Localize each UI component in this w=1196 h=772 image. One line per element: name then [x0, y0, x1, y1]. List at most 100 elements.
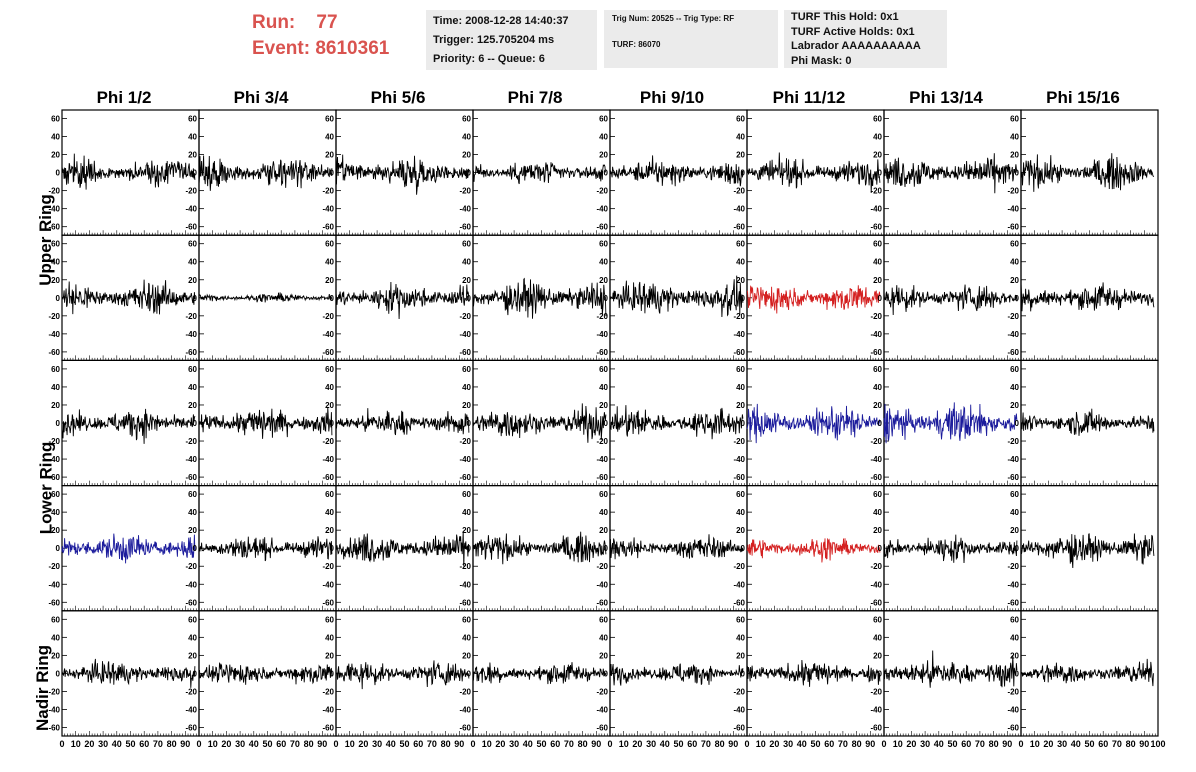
- y-tick-label: 60: [736, 490, 745, 499]
- y-tick-label: 20: [462, 526, 471, 535]
- y-tick-label: -40: [870, 330, 882, 339]
- y-tick-label: -20: [596, 687, 608, 696]
- y-tick-label: 0: [56, 419, 61, 428]
- y-tick-label: -40: [596, 205, 608, 214]
- y-tick-label: 60: [51, 490, 60, 499]
- y-tick-label: 0: [1015, 544, 1020, 553]
- y-tick-label: -40: [459, 580, 471, 589]
- y-tick-label: -20: [459, 437, 471, 446]
- y-tick-label: -60: [870, 723, 882, 732]
- y-tick-label: -20: [733, 312, 745, 321]
- y-tick-label: 0: [604, 669, 609, 678]
- waveform-line: [472, 162, 606, 185]
- y-tick-label: 20: [325, 651, 334, 660]
- y-tick-label: -40: [596, 455, 608, 464]
- y-tick-label: 0: [741, 294, 746, 303]
- y-tick-label: -40: [870, 705, 882, 714]
- x-tick-label: 80: [715, 739, 725, 749]
- y-tick-label: 60: [599, 365, 608, 374]
- y-tick-label: 60: [188, 365, 197, 374]
- y-tick-label: 60: [1010, 115, 1019, 124]
- y-tick-label: 40: [599, 383, 608, 392]
- y-tick-label: 60: [1010, 490, 1019, 499]
- waveform-line: [335, 408, 470, 436]
- x-tick-label: 70: [290, 739, 300, 749]
- x-tick-label: 50: [673, 739, 683, 749]
- x-tick-label: 90: [1002, 739, 1012, 749]
- x-tick-label: 70: [1112, 739, 1122, 749]
- y-tick-label: -60: [459, 598, 471, 607]
- waveform-line: [61, 153, 196, 190]
- y-tick-label: -60: [48, 223, 60, 232]
- x-tick-label: 90: [1139, 739, 1149, 749]
- y-tick-label: -60: [459, 473, 471, 482]
- y-tick-label: -40: [733, 705, 745, 714]
- y-tick-label: -20: [185, 187, 197, 196]
- x-tick-label: 80: [167, 739, 177, 749]
- y-tick-label: 40: [462, 133, 471, 142]
- y-tick-label: -60: [185, 598, 197, 607]
- waveform-line: [883, 534, 1018, 564]
- y-tick-label: 60: [736, 365, 745, 374]
- y-tick-label: 0: [330, 294, 335, 303]
- x-tick-label: 40: [249, 739, 259, 749]
- waveform-line: [1020, 658, 1155, 687]
- waveform-line: [609, 663, 744, 686]
- y-tick-label: 40: [736, 633, 745, 642]
- x-tick-label: 30: [98, 739, 108, 749]
- x-tick-label: 0: [607, 739, 612, 749]
- y-tick-label: 0: [604, 544, 609, 553]
- waveform-line: [1020, 408, 1155, 436]
- y-tick-label: -20: [733, 687, 745, 696]
- y-tick-label: 40: [462, 508, 471, 517]
- waveform-line: [198, 155, 333, 191]
- y-tick-label: -60: [596, 598, 608, 607]
- x-tick-label: 30: [783, 739, 793, 749]
- y-tick-label: 60: [51, 365, 60, 374]
- y-tick-label: -20: [185, 437, 197, 446]
- x-tick-label: 90: [180, 739, 190, 749]
- y-tick-label: -40: [1007, 580, 1019, 589]
- y-tick-label: -40: [1007, 705, 1019, 714]
- y-tick-label: 60: [736, 240, 745, 249]
- x-tick-label: 10: [1030, 739, 1040, 749]
- y-tick-label: 0: [604, 169, 609, 178]
- y-tick-label: -20: [322, 437, 334, 446]
- y-tick-label: 20: [462, 276, 471, 285]
- y-tick-label: -20: [48, 437, 60, 446]
- y-tick-label: -20: [322, 562, 334, 571]
- y-tick-label: -20: [459, 312, 471, 321]
- y-tick-label: -20: [459, 187, 471, 196]
- waveform-line: [883, 284, 1018, 316]
- y-tick-label: 40: [325, 383, 334, 392]
- trig-num-text: Trig Num: 20525 -- Trig Type: RF: [612, 14, 735, 23]
- y-tick-label: -40: [322, 205, 334, 214]
- x-tick-label: 70: [701, 739, 711, 749]
- y-tick-label: -20: [48, 562, 60, 571]
- y-tick-label: 60: [188, 615, 197, 624]
- waveform-line: [335, 281, 470, 320]
- x-tick-label: 0: [470, 739, 475, 749]
- y-tick-label: 20: [873, 276, 882, 285]
- waveform-line: [61, 279, 196, 315]
- y-tick-label: 60: [325, 490, 334, 499]
- y-tick-label: 0: [193, 669, 198, 678]
- y-tick-label: -40: [48, 330, 60, 339]
- x-tick-label: 60: [961, 739, 971, 749]
- y-tick-label: -40: [459, 205, 471, 214]
- x-tick-label: 60: [139, 739, 149, 749]
- y-tick-label: 40: [599, 508, 608, 517]
- y-tick-label: 0: [193, 419, 198, 428]
- x-tick-label: 20: [769, 739, 779, 749]
- y-tick-label: 40: [325, 508, 334, 517]
- y-tick-label: 40: [599, 258, 608, 267]
- waveform-line: [746, 152, 881, 194]
- y-tick-label: -20: [185, 687, 197, 696]
- event-value: 8610361: [315, 38, 390, 59]
- waveform-line: [198, 292, 333, 303]
- y-tick-label: -60: [733, 473, 745, 482]
- x-tick-label: 40: [934, 739, 944, 749]
- y-tick-label: 20: [599, 526, 608, 535]
- waveform-line: [472, 403, 607, 443]
- waveform-line: [883, 153, 1018, 194]
